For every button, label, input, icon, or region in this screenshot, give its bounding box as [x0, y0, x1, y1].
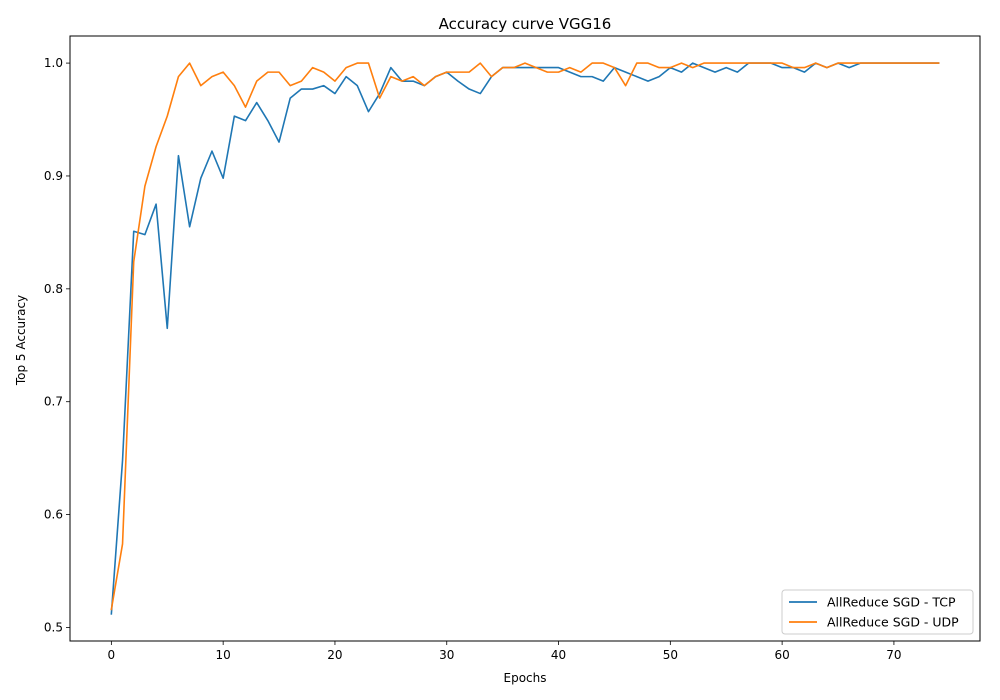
chart-title: Accuracy curve VGG16 — [439, 15, 612, 33]
legend: AllReduce SGD - TCP AllReduce SGD - UDP — [781, 589, 974, 635]
x-tick-label: 60 — [774, 648, 789, 662]
y-tick-label: 0.9 — [44, 169, 63, 183]
series-line-1 — [110, 62, 940, 611]
x-tick-label: 10 — [216, 648, 231, 662]
y-tick-label: 0.8 — [44, 282, 63, 296]
y-tick-label: 0.5 — [44, 620, 63, 634]
y-tick-label: 0.7 — [44, 395, 63, 409]
x-tick-label: 30 — [439, 648, 454, 662]
x-axis-label: Epochs — [504, 671, 547, 685]
plot-area: 0 10 20 30 40 50 60 70 0.5 0.6 0.7 0.8 0.9 1.0 — [44, 35, 981, 662]
y-tick-label: 0.6 — [44, 508, 63, 522]
legend-label-1: AllReduce SGD - UDP — [827, 615, 959, 630]
legend-label-0: AllReduce SGD - TCP — [827, 595, 956, 610]
y-tick-label: 1.0 — [44, 56, 63, 70]
x-tick-label: 20 — [327, 648, 342, 662]
legend-box — [781, 589, 974, 635]
x-tick-label: 0 — [108, 648, 116, 662]
x-tick-label: 40 — [551, 648, 566, 662]
series-line-0 — [110, 62, 940, 615]
axes-frame — [69, 35, 981, 642]
y-axis-label: Top 5 Accuracy — [14, 295, 28, 386]
x-tick-label: 50 — [663, 648, 678, 662]
x-tick-label: 70 — [886, 648, 901, 662]
